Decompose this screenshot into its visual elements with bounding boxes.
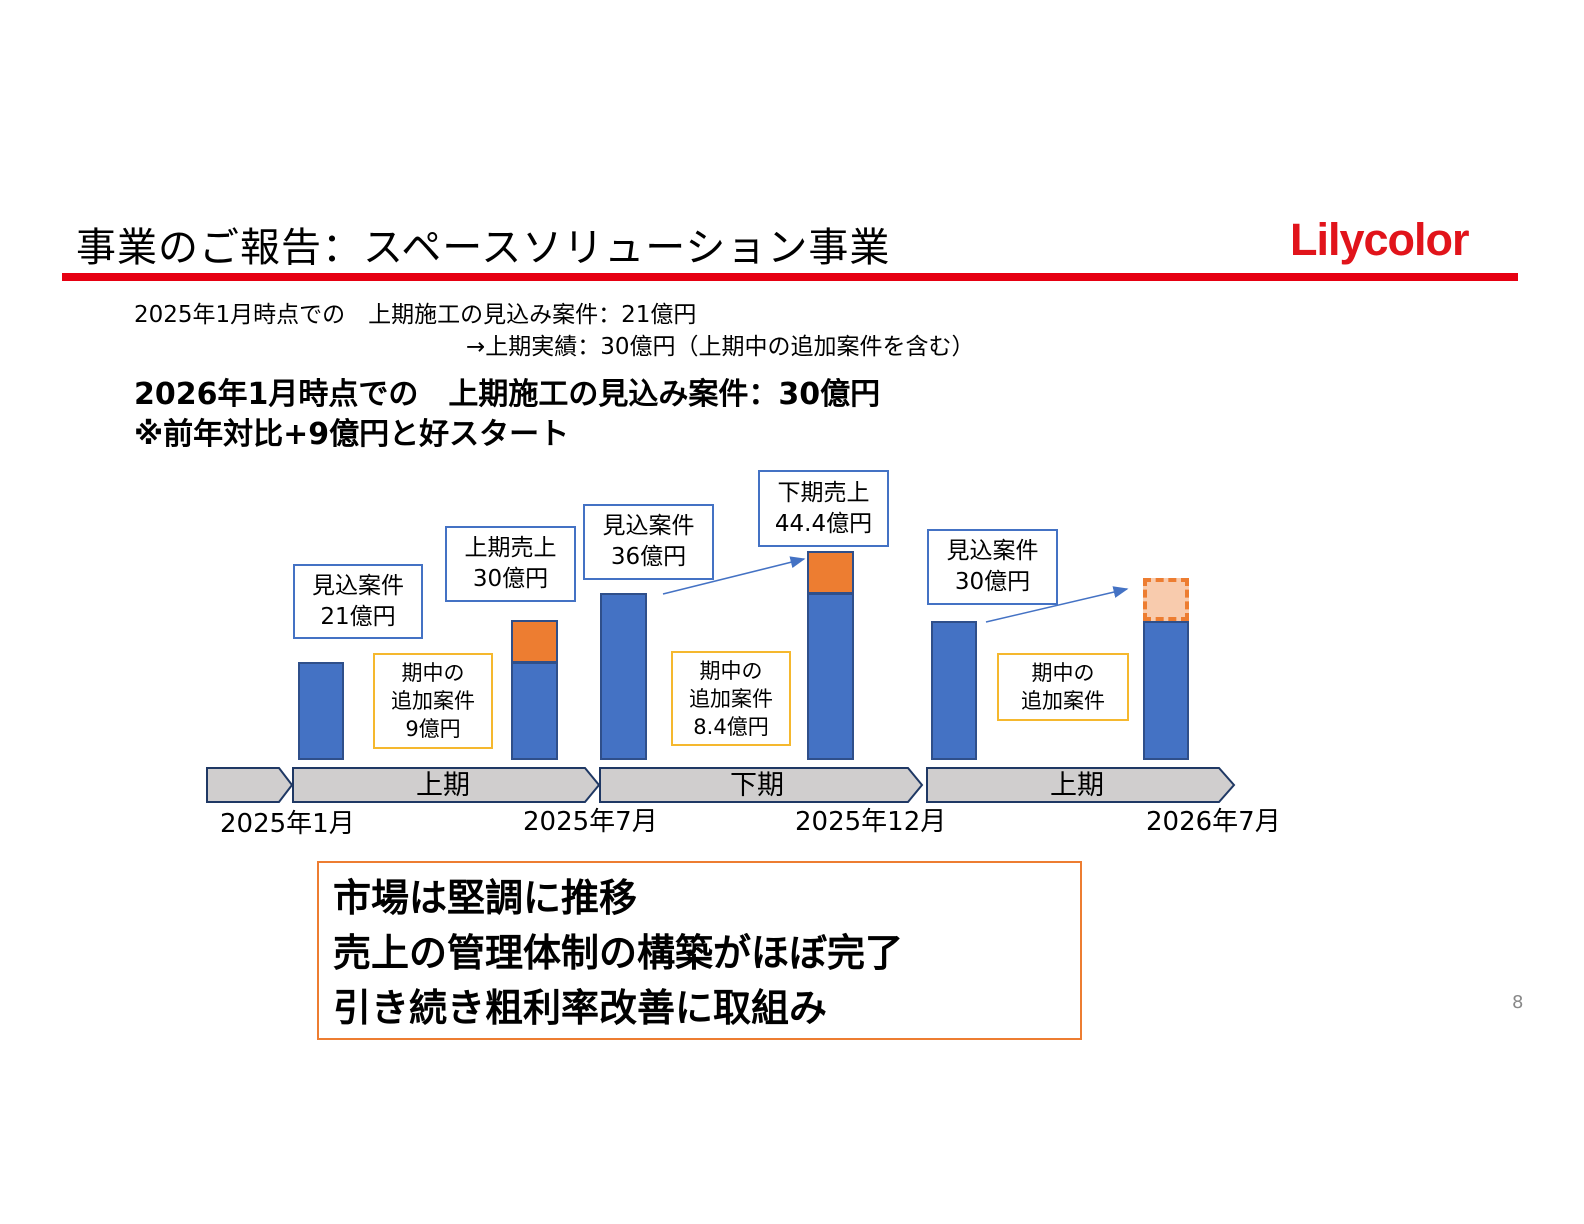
callout-sales-h2-444-line1: 下期売上: [777, 479, 870, 506]
title-underline: [62, 273, 1518, 281]
timeline-period-1-arrow: [292, 767, 601, 803]
intro-line-1: 2025年1月時点での 上期施工の見込み案件：21億円: [134, 302, 697, 328]
callout-outlook-36: 見込案件 36億円: [583, 504, 714, 580]
callout-outlook-36-line1: 見込案件: [602, 513, 695, 539]
bar-sales-h1-added: [511, 620, 558, 663]
callout-outlook-21: 見込案件 21億円: [293, 564, 423, 639]
callout-outlook-30-line1: 見込案件: [946, 538, 1039, 564]
timeline-period-3-arrow: [926, 767, 1236, 803]
bar-outlook-30: [931, 621, 977, 760]
page-number: 8: [1512, 992, 1524, 1013]
callout-added-next-line1: 期中の: [1031, 661, 1095, 685]
slide-title: 事業のご報告：スペースソリューション事業: [76, 225, 891, 271]
callout-added-84-line3: 8.4億円: [693, 714, 769, 739]
bar-sales-h1-base: [511, 662, 558, 760]
intro-line-2: →上期実績：30億円（上期中の追加案件を含む）: [466, 334, 975, 360]
callout-outlook-30-line2: 30億円: [954, 569, 1031, 595]
callout-sales-h2-444-line2: 44.4億円: [774, 510, 873, 537]
callout-added-9-line3: 9億円: [405, 717, 461, 741]
date-label-2025-12: 2025年12月: [795, 807, 947, 837]
lilycolor-logo: Lilycolor: [1290, 214, 1470, 265]
summary-box: 市場は堅調に推移 売上の管理体制の構築がほぼ完了 引き続き粗利率改善に取組み: [317, 861, 1082, 1040]
bar-sales-h2-added: [807, 551, 854, 594]
callout-outlook-30: 見込案件 30億円: [927, 529, 1058, 605]
callout-added-84-line2: 追加案件: [689, 686, 773, 711]
summary-line-2: 売上の管理体制の構築がほぼ完了: [333, 931, 904, 975]
timeline-period-2-arrow: [599, 767, 924, 803]
timeline-lead-arrow: [206, 767, 294, 803]
intro-bold-line-2: ※前年対比+9億円と好スタート: [134, 417, 570, 452]
callout-added-84-line1: 期中の: [699, 658, 763, 683]
intro-bold-line-1: 2026年1月時点での 上期施工の見込み案件：30億円: [134, 377, 881, 412]
callout-sales-h1-30-line1: 上期売上: [464, 535, 557, 561]
bar-outlook-36: [600, 593, 647, 760]
callout-added-9-line2: 追加案件: [391, 689, 475, 713]
callout-added-9-line1: 期中の: [401, 661, 465, 685]
date-label-2026-07: 2026年7月: [1146, 807, 1281, 837]
callout-added-9: 期中の 追加案件 9億円: [373, 653, 493, 749]
period-label-1: 上期: [416, 770, 470, 801]
bar-next-h1-added: [1143, 578, 1189, 621]
callout-added-84: 期中の 追加案件 8.4億円: [671, 651, 791, 746]
callout-outlook-21-line2: 21億円: [320, 603, 396, 630]
callout-sales-h1-30: 上期売上 30億円: [445, 526, 576, 602]
date-label-2025-07: 2025年7月: [523, 807, 658, 837]
period-label-2: 下期: [730, 770, 784, 801]
summary-line-1: 市場は堅調に推移: [333, 876, 638, 920]
callout-sales-h1-30-line2: 30億円: [472, 566, 549, 592]
callout-added-next-line2: 追加案件: [1021, 689, 1105, 713]
bar-outlook-21: [298, 662, 344, 760]
date-label-2025-01: 2025年1月: [220, 809, 355, 839]
period-label-3: 上期: [1050, 770, 1104, 801]
trend-arrow-2: [985, 586, 1129, 623]
callout-sales-h2-444: 下期売上 44.4億円: [758, 470, 889, 547]
callout-outlook-21-line1: 見込案件: [312, 572, 404, 599]
bar-sales-h2-base: [807, 593, 854, 760]
bar-next-h1-base: [1143, 621, 1189, 760]
summary-line-3: 引き続き粗利率改善に取組み: [333, 986, 828, 1030]
callout-outlook-36-line2: 36億円: [610, 544, 687, 570]
trend-arrow-1: [662, 556, 806, 595]
callout-added-next: 期中の 追加案件: [997, 653, 1129, 721]
